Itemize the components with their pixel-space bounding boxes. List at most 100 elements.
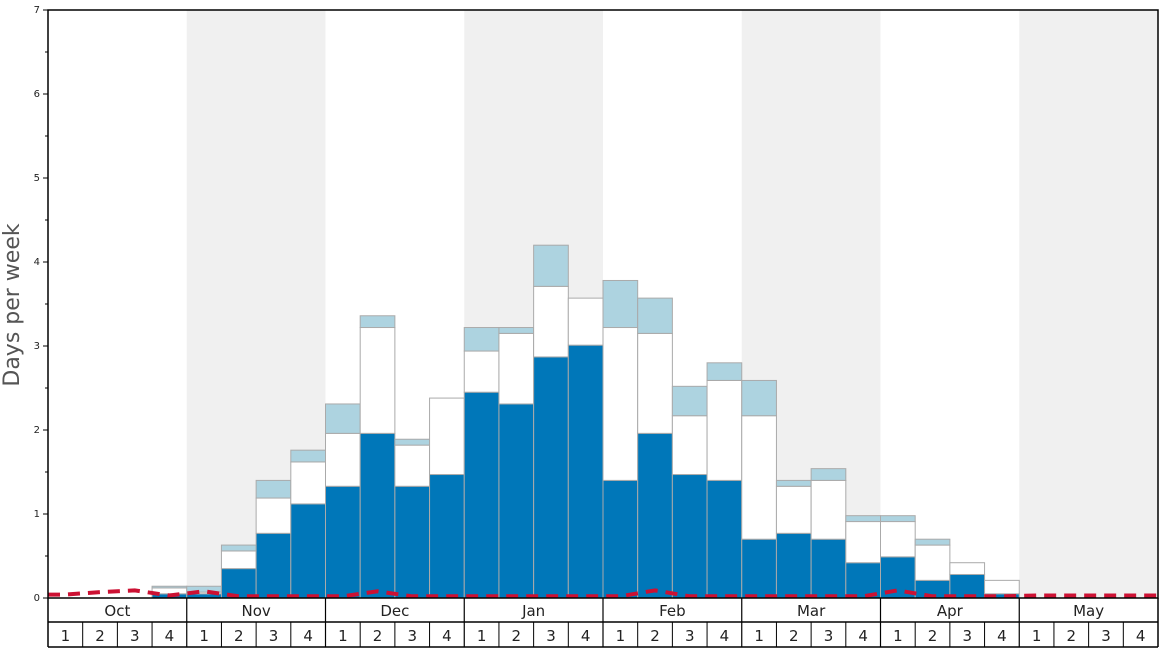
week-label: 2 [650, 627, 660, 645]
y-axis-label: Days per week [0, 223, 25, 386]
month-label-feb: Feb [659, 602, 686, 620]
week-label: 2 [1067, 627, 1077, 645]
bar-week-27-white [949, 562, 986, 575]
x-axis: Oct 1 2 3 4 Nov 1 2 3 4 Dec 1 2 3 4 Jan 1 2 3 4 Feb 1 2 3 4 Mar 1 2… [47, 598, 1159, 648]
week-label: 3 [269, 627, 279, 645]
bar-week-24-light [845, 515, 881, 523]
bar-week-17-white [602, 327, 639, 481]
bar-week-22-light [775, 479, 812, 487]
week-label: 1 [477, 627, 487, 645]
bar-week-21-dark [741, 538, 777, 599]
bar-week-13-white [463, 350, 500, 393]
bar-week-26-white [914, 544, 951, 581]
bar-week-14-white [498, 332, 535, 405]
bar-week-23-white [810, 479, 847, 540]
bar-week-22-dark [775, 532, 812, 599]
bar-week-6-white [220, 550, 257, 570]
week-label: 2 [512, 627, 522, 645]
bar-week-7-light [255, 479, 292, 499]
bar-week-24-white [845, 521, 881, 564]
week-label: 2 [373, 627, 383, 645]
bar-week-15-dark [533, 356, 569, 599]
week-label: 3 [685, 627, 695, 645]
bar-week-11-dark [394, 485, 431, 599]
bar-week-6-light [220, 544, 257, 552]
bar-week-19-dark [671, 474, 708, 599]
month-label-mar: Mar [797, 602, 826, 620]
bar-week-18-dark [637, 432, 673, 599]
month-band-may [1019, 10, 1158, 598]
bar-week-16-white [567, 297, 604, 346]
month-label-apr: Apr [937, 602, 964, 620]
bar-week-16-dark [567, 344, 604, 599]
bar-week-15-white [533, 285, 569, 358]
week-label: 1 [338, 627, 348, 645]
bar-week-10-white [359, 327, 396, 434]
month-label-oct: Oct [104, 602, 130, 620]
bar-week-9-white [325, 432, 361, 487]
y-tick-label: 2 [34, 425, 40, 436]
week-label: 3 [1101, 627, 1111, 645]
week-label: 4 [720, 627, 730, 645]
week-label: 2 [789, 627, 799, 645]
week-label: 1 [616, 627, 626, 645]
week-label: 4 [303, 627, 313, 645]
bar-week-14-dark [498, 403, 535, 599]
bar-week-18-light [637, 297, 673, 334]
bar-week-18-white [637, 332, 673, 434]
week-label: 1 [199, 627, 209, 645]
bar-week-11-white [394, 444, 431, 487]
month-label-dec: Dec [380, 602, 409, 620]
bar-week-22-white [775, 485, 812, 534]
week-label: 4 [442, 627, 452, 645]
bar-week-8-light [290, 449, 326, 463]
month-label-may: May [1073, 602, 1104, 620]
bar-week-19-light [671, 385, 708, 417]
bar-week-12-white [429, 397, 465, 476]
bar-week-7-dark [255, 532, 292, 599]
week-label: 2 [95, 627, 105, 645]
bar-week-25-white [880, 521, 916, 558]
bar-week-4-light [151, 585, 188, 589]
bar-week-8-dark [290, 503, 326, 599]
dashed-line-group [48, 588, 1158, 599]
week-label: 3 [824, 627, 834, 645]
week-label: 3 [130, 627, 140, 645]
y-tick-label: 0 [34, 593, 40, 604]
bars-group [151, 244, 1020, 599]
bar-week-20-dark [706, 479, 743, 599]
week-label: 4 [165, 627, 175, 645]
week-label: 2 [234, 627, 244, 645]
bar-week-8-white [290, 461, 326, 505]
week-label: 4 [997, 627, 1007, 645]
week-label: 1 [754, 627, 764, 645]
y-tick-label: 6 [34, 89, 40, 100]
week-label: 4 [858, 627, 868, 645]
bar-week-17-dark [602, 479, 639, 599]
bar-week-13-light [463, 327, 500, 352]
week-label: 3 [407, 627, 417, 645]
bar-week-6-dark [220, 568, 257, 599]
y-tick-label: 5 [34, 173, 40, 184]
week-label: 4 [1136, 627, 1146, 645]
week-label: 4 [581, 627, 591, 645]
y-tick-label: 4 [34, 257, 40, 268]
y-tick-label: 7 [34, 5, 40, 16]
bar-week-10-dark [359, 432, 396, 599]
bar-week-9-light [325, 403, 361, 434]
bar-week-20-white [706, 379, 743, 481]
week-label: 1 [61, 627, 71, 645]
y-axis: 0 1 2 3 4 5 6 7 [34, 5, 48, 604]
bar-week-23-dark [810, 538, 847, 599]
bar-week-21-light [741, 379, 777, 417]
bar-week-17-light [602, 279, 639, 329]
bar-week-28-white [984, 579, 1020, 595]
bar-week-10-light [359, 315, 396, 329]
bar-week-9-dark [325, 485, 361, 599]
week-label: 2 [928, 627, 938, 645]
bar-week-11-light [394, 438, 431, 446]
month-label-jan: Jan [521, 602, 545, 620]
dashed-series-line [48, 588, 1158, 599]
bar-week-7-white [255, 497, 292, 534]
